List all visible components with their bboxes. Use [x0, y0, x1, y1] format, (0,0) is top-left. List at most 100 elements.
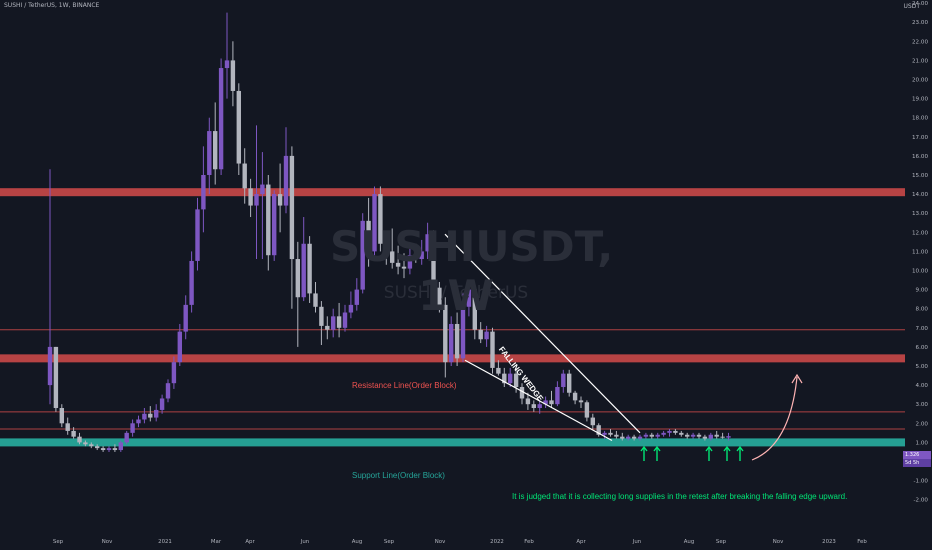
- candle-body-93: [596, 425, 601, 435]
- y-tick-21: 3.00: [916, 402, 929, 408]
- candle-body-103: [655, 434, 660, 437]
- candle-body-32: [236, 90, 241, 164]
- candle-body-68: [449, 323, 454, 363]
- candle-body-115: [726, 436, 731, 438]
- candle-body-19: [159, 398, 165, 410]
- time-axis[interactable]: Sep Nov 2021 Mar Apr Jun Aug Sep Nov 2022 Feb Apr Ju…: [53, 539, 867, 545]
- x-tick-9: 2022: [490, 539, 504, 545]
- accumulation-arrowhead-4: [736, 445, 744, 452]
- price-axis[interactable]: 24.00 23.00 22.00 21.00 20.00 19.00 18.00 17.00…: [912, 1, 928, 504]
- candle-body-70: [460, 306, 466, 359]
- x-tick-3: Mar: [211, 539, 222, 545]
- candle-body-94: [602, 432, 607, 435]
- analysis-note: It is judged that it is collecting long …: [512, 492, 848, 501]
- y-tick-10: 14.00: [912, 192, 928, 198]
- y-tick-18: 6.00: [916, 345, 929, 351]
- candle-body-27: [207, 131, 212, 175]
- candle-body-30: [224, 60, 230, 69]
- x-tick-6: Aug: [352, 539, 363, 545]
- watermark-name: SUSHI / TetherUS: [383, 283, 529, 303]
- wedge-lower-line: [464, 359, 613, 442]
- candle-body-9: [100, 448, 106, 451]
- x-tick-12: Jun: [632, 539, 641, 545]
- accumulation-arrowhead-3: [723, 445, 731, 452]
- x-tick-5: Jun: [300, 539, 309, 545]
- candle-body-83: [537, 404, 542, 409]
- candle-body-84: [543, 400, 548, 405]
- candles-layer[interactable]: [47, 12, 731, 452]
- candle-body-2: [59, 408, 64, 424]
- x-tick-8: Nov: [435, 539, 446, 545]
- candle-body-105: [667, 430, 672, 433]
- candle-body-51: [348, 304, 354, 313]
- support-label: Support Line(Order Block): [352, 471, 445, 480]
- candle-body-82: [531, 404, 536, 409]
- candle-body-1: [53, 346, 59, 409]
- candle-body-71: [466, 289, 472, 307]
- candle-body-96: [614, 434, 619, 437]
- y-tick-12: 12.00: [912, 230, 928, 236]
- level-zone-0: [0, 188, 905, 197]
- y-tick-15: 9.00: [916, 288, 929, 294]
- candle-body-35: [254, 194, 259, 206]
- candle-body-98: [626, 436, 631, 439]
- y-tick-25: -1.00: [914, 479, 929, 485]
- y-tick-9: 15.00: [912, 173, 928, 179]
- candle-body-72: [472, 289, 477, 330]
- candle-body-106: [673, 430, 678, 433]
- candle-body-25: [195, 209, 200, 261]
- candle-body-20: [165, 383, 171, 399]
- candle-body-46: [319, 306, 324, 326]
- candle-body-62: [413, 255, 418, 260]
- candle-body-56: [378, 194, 383, 244]
- x-tick-11: Apr: [576, 539, 586, 545]
- candle-body-87: [561, 373, 566, 388]
- candle-body-22: [177, 331, 182, 363]
- candle-body-66: [437, 287, 442, 305]
- candle-body-97: [620, 436, 625, 439]
- candle-body-78: [508, 373, 513, 384]
- y-tick-19: 5.00: [916, 364, 929, 370]
- watermark-symbol: SUSHIUSDT, 1W: [330, 222, 614, 320]
- candle-body-92: [590, 417, 595, 426]
- candle-body-7: [89, 444, 94, 447]
- candle-body-10: [106, 448, 112, 451]
- candle-body-24: [189, 260, 194, 305]
- candle-body-18: [154, 409, 159, 418]
- candle-body-53: [360, 220, 365, 290]
- x-tick-4: Apr: [245, 539, 255, 545]
- x-tick-10: Feb: [524, 539, 534, 545]
- candle-body-109: [690, 434, 696, 437]
- y-tick-8: 16.00: [912, 154, 928, 160]
- candle-body-4: [71, 430, 76, 437]
- y-tick-20: 4.00: [916, 383, 929, 389]
- candle-body-54: [366, 220, 371, 252]
- y-tick-11: 13.00: [912, 211, 928, 217]
- candle-body-31: [230, 60, 236, 91]
- candle-body-42: [295, 259, 300, 298]
- candle-body-86: [555, 387, 560, 405]
- wedge-upper-line: [444, 233, 641, 434]
- candle-body-91: [584, 402, 590, 418]
- candle-body-80: [519, 387, 525, 399]
- candle-body-85: [549, 400, 554, 405]
- x-tick-14: Sep: [716, 539, 727, 545]
- y-tick-14: 10.00: [912, 269, 928, 275]
- y-tick-6: 18.00: [912, 116, 928, 122]
- candle-body-60: [401, 266, 407, 269]
- candle-body-13: [124, 432, 129, 443]
- candle-body-11: [112, 448, 118, 451]
- candle-body-38: [272, 194, 277, 256]
- candle-body-100: [637, 436, 643, 439]
- candle-body-40: [283, 155, 289, 206]
- candle-body-101: [643, 434, 649, 437]
- candle-body-69: [454, 323, 460, 359]
- candle-body-63: [419, 251, 424, 260]
- candle-body-28: [213, 131, 218, 170]
- candle-body-64: [425, 234, 430, 252]
- candle-body-49: [336, 316, 342, 328]
- accumulation-arrowhead-1: [653, 445, 661, 452]
- candle-body-39: [277, 194, 283, 206]
- candle-body-34: [248, 188, 253, 206]
